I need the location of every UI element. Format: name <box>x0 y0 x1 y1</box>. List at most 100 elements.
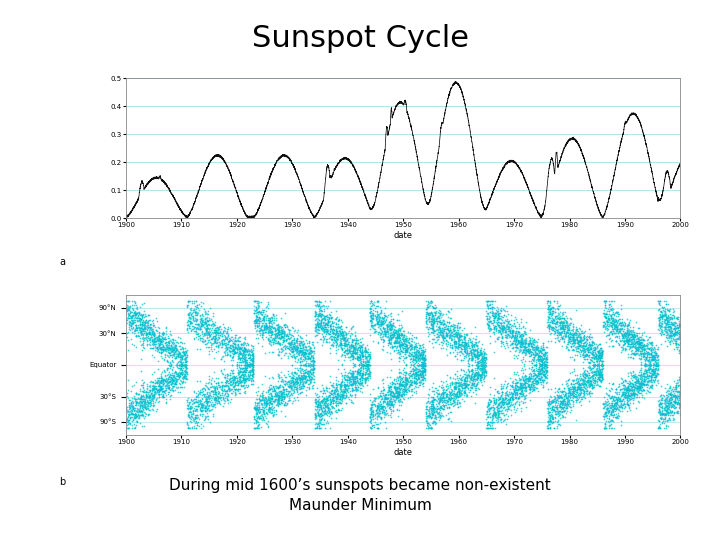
Point <box>171 375 182 383</box>
Point <box>186 319 198 327</box>
Point <box>566 331 577 340</box>
Point <box>687 344 698 353</box>
Point <box>245 355 256 363</box>
Point <box>400 345 412 353</box>
Point <box>665 390 677 399</box>
Point <box>546 398 557 407</box>
Point <box>520 383 531 392</box>
Point <box>488 323 500 332</box>
Point <box>234 373 246 381</box>
Point <box>405 376 416 385</box>
Point <box>238 375 250 383</box>
Point <box>555 403 567 411</box>
Point <box>351 352 363 360</box>
Point <box>389 383 400 392</box>
Point <box>295 382 307 391</box>
Point <box>634 338 645 347</box>
Point <box>623 390 634 399</box>
Point <box>374 330 386 339</box>
Point <box>457 379 469 388</box>
Point <box>546 323 558 332</box>
Point <box>282 380 293 388</box>
Point <box>139 395 150 403</box>
Point <box>284 391 295 400</box>
Point <box>680 354 691 362</box>
Point <box>487 309 498 318</box>
Point <box>272 399 284 407</box>
Point <box>239 353 251 361</box>
Point <box>266 320 278 328</box>
Point <box>567 336 579 345</box>
Point <box>137 342 148 351</box>
Point <box>671 329 683 338</box>
Point <box>680 383 691 391</box>
Point <box>638 377 649 386</box>
Point <box>210 384 221 393</box>
Point <box>415 361 427 369</box>
Point <box>187 396 199 405</box>
Point <box>526 334 538 343</box>
Point <box>526 364 537 373</box>
Point <box>228 345 239 354</box>
Point <box>134 397 145 406</box>
Point <box>312 312 324 321</box>
Point <box>577 370 589 379</box>
Point <box>339 334 351 343</box>
Point <box>627 388 639 396</box>
Point <box>312 401 324 410</box>
Point <box>155 342 166 351</box>
Point <box>460 379 472 387</box>
Point <box>487 312 498 321</box>
Point <box>579 352 590 360</box>
Point <box>629 336 640 345</box>
Point <box>537 370 549 379</box>
Point <box>539 374 550 382</box>
Point <box>554 314 566 323</box>
Point <box>249 401 261 409</box>
Point <box>618 329 630 338</box>
Point <box>581 334 593 343</box>
Point <box>683 378 694 387</box>
Point <box>148 329 159 338</box>
Point <box>251 297 262 306</box>
Point <box>211 323 222 332</box>
Point <box>584 340 595 349</box>
Point <box>437 320 449 329</box>
Point <box>156 339 167 348</box>
Point <box>419 360 431 368</box>
Point <box>669 322 680 330</box>
Point <box>234 356 246 365</box>
Point <box>160 375 171 384</box>
Point <box>235 343 247 352</box>
Point <box>252 411 264 420</box>
Point <box>613 327 625 335</box>
Point <box>467 379 478 388</box>
Point <box>365 302 377 310</box>
Point <box>155 343 166 352</box>
Point <box>646 369 657 378</box>
Point <box>415 372 427 381</box>
Point <box>505 395 517 404</box>
Point <box>300 346 312 354</box>
Point <box>272 328 284 336</box>
Point <box>617 388 629 396</box>
Point <box>501 341 513 350</box>
Point <box>685 340 696 349</box>
Point <box>484 317 495 326</box>
Point <box>228 349 239 357</box>
Point <box>453 345 464 354</box>
Point <box>549 305 561 313</box>
Point <box>416 354 428 363</box>
Point <box>416 367 428 375</box>
Point <box>702 354 714 362</box>
Point <box>384 382 396 391</box>
Point <box>469 353 481 361</box>
Point <box>230 372 241 381</box>
Point <box>531 371 542 380</box>
Point <box>180 366 192 374</box>
Point <box>346 375 358 383</box>
Point <box>698 370 710 379</box>
Point <box>305 369 317 378</box>
Point <box>670 380 682 389</box>
Point <box>460 381 472 389</box>
